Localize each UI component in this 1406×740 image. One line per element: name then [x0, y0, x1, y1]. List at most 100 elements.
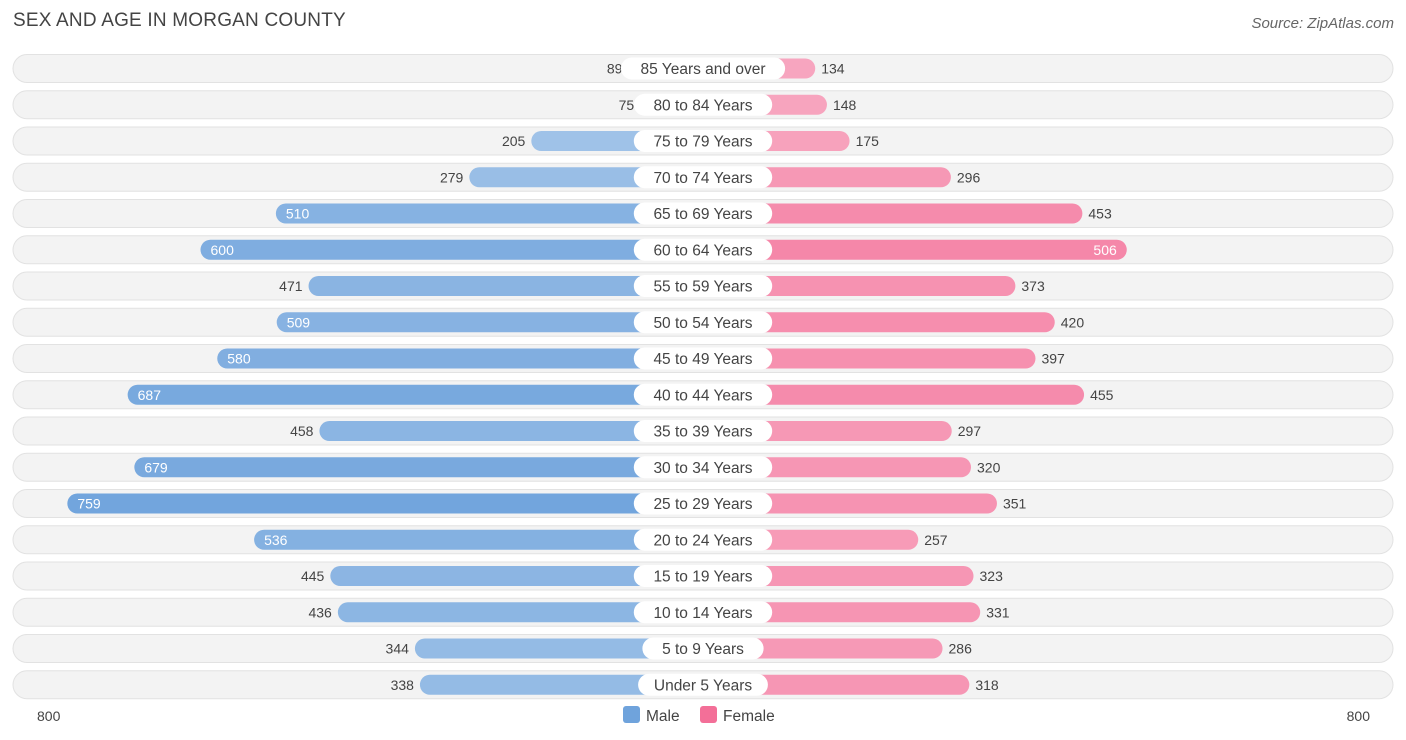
male-bar-25-to-29-years	[67, 493, 703, 514]
male-bar-50-to-54-years	[276, 312, 703, 333]
category-label-bg	[633, 202, 773, 225]
male-value-label: 471	[279, 278, 303, 294]
category-label: 55 to 59 Years	[653, 279, 752, 296]
female-bar-5-to-9-years	[703, 638, 943, 659]
male-bar-55-to-59-years	[308, 276, 703, 296]
legend-female-label: Female	[723, 708, 775, 725]
male-bar-30-to-34-years	[134, 457, 703, 478]
female-value-label: 373	[1021, 278, 1045, 294]
male-value-label: 759	[77, 496, 101, 512]
female-value-label: 351	[1003, 496, 1027, 512]
chart-source: Source: ZipAtlas.com	[1251, 15, 1394, 32]
category-label-bg	[633, 311, 773, 334]
male-bar-15-to-19-years	[330, 566, 703, 586]
male-value-label: 205	[502, 133, 526, 149]
male-value-label: 679	[144, 459, 168, 475]
female-value-label: 175	[856, 133, 880, 149]
male-value-label: 687	[138, 387, 162, 403]
legend-female-swatch	[700, 706, 717, 723]
category-label-bg	[633, 492, 773, 515]
category-label: 75 to 79 Years	[653, 134, 752, 151]
male-value-label: 436	[308, 604, 332, 620]
category-label: 30 to 34 Years	[653, 460, 752, 477]
female-value-label: 506	[1093, 242, 1117, 258]
legend-male-swatch	[623, 706, 640, 723]
category-label: 40 to 44 Years	[653, 387, 752, 404]
chart-title: SEX AND AGE IN MORGAN COUNTY	[13, 10, 346, 31]
male-value-label: 509	[287, 314, 311, 330]
female-value-label: 286	[949, 641, 973, 657]
category-label: 25 to 29 Years	[653, 496, 752, 513]
category-label-bg	[633, 456, 773, 479]
category-label: 60 to 64 Years	[653, 242, 752, 259]
category-label-bg	[633, 528, 773, 551]
male-bar-45-to-49-years	[217, 348, 703, 369]
category-label-bg	[633, 93, 773, 116]
male-bar-40-to-44-years	[127, 384, 703, 405]
female-bar-60-to-64-years	[703, 239, 1127, 260]
category-label: Under 5 Years	[654, 677, 752, 694]
female-value-label: 455	[1090, 387, 1114, 403]
male-value-label: 536	[264, 532, 288, 548]
legend-male-label: Male	[646, 708, 680, 725]
male-bar-5-to-9-years	[414, 638, 703, 659]
female-bar-under-5-years	[703, 674, 970, 695]
female-value-label: 420	[1061, 314, 1085, 330]
category-label: 65 to 69 Years	[653, 206, 752, 223]
axis-label-left: 800	[37, 708, 61, 724]
category-label-bg	[633, 420, 773, 442]
male-value-label: 445	[301, 568, 325, 584]
male-value-label: 75	[619, 97, 635, 113]
category-label-bg	[633, 166, 773, 189]
category-label-bg	[633, 565, 773, 587]
category-label: 5 to 9 Years	[662, 641, 744, 658]
category-label-bg	[638, 673, 768, 696]
category-label: 80 to 84 Years	[653, 97, 752, 114]
male-value-label: 510	[286, 206, 310, 222]
female-value-label: 320	[977, 459, 1001, 475]
male-value-label: 89	[607, 61, 623, 77]
category-label: 10 to 14 Years	[653, 605, 752, 622]
category-label: 15 to 19 Years	[653, 569, 752, 586]
male-bar-60-to-64-years	[200, 239, 703, 260]
male-value-label: 338	[391, 677, 415, 693]
category-label: 70 to 74 Years	[653, 170, 752, 187]
female-bar-45-to-49-years	[703, 348, 1036, 369]
category-label-bg	[633, 383, 773, 406]
male-value-label: 600	[211, 242, 235, 258]
female-value-label: 397	[1041, 351, 1065, 367]
male-bar-20-to-24-years	[254, 529, 703, 550]
female-bar-40-to-44-years	[703, 384, 1085, 405]
category-label-bg	[633, 347, 773, 370]
female-value-label: 134	[821, 61, 845, 77]
female-value-label: 257	[924, 532, 948, 548]
male-value-label: 580	[227, 351, 251, 367]
category-label: 85 Years and over	[641, 61, 766, 78]
male-value-label: 344	[386, 641, 410, 657]
female-value-label: 297	[958, 423, 982, 439]
category-label: 45 to 49 Years	[653, 351, 752, 368]
category-label: 20 to 24 Years	[653, 532, 752, 549]
category-label-bg	[620, 57, 786, 80]
female-bar-55-to-59-years	[703, 276, 1016, 296]
male-bar-under-5-years	[419, 674, 703, 695]
male-bar-35-to-39-years	[319, 421, 703, 441]
category-label-bg	[633, 601, 773, 624]
female-bar-65-to-69-years	[703, 203, 1083, 224]
female-value-label: 148	[833, 97, 857, 113]
female-value-label: 318	[975, 677, 999, 693]
female-value-label: 453	[1088, 206, 1112, 222]
category-label: 50 to 54 Years	[653, 315, 752, 332]
category-label-bg	[642, 637, 764, 660]
male-bar-65-to-69-years	[275, 203, 703, 224]
female-bar-10-to-14-years	[703, 602, 981, 623]
category-label: 35 to 39 Years	[653, 424, 752, 441]
male-bar-10-to-14-years	[337, 602, 703, 623]
category-label-bg	[633, 238, 773, 261]
female-bar-50-to-54-years	[703, 312, 1055, 333]
female-bar-25-to-29-years	[703, 493, 997, 514]
category-label-bg	[633, 275, 773, 297]
category-label-bg	[633, 130, 773, 152]
female-value-label: 331	[986, 604, 1010, 620]
